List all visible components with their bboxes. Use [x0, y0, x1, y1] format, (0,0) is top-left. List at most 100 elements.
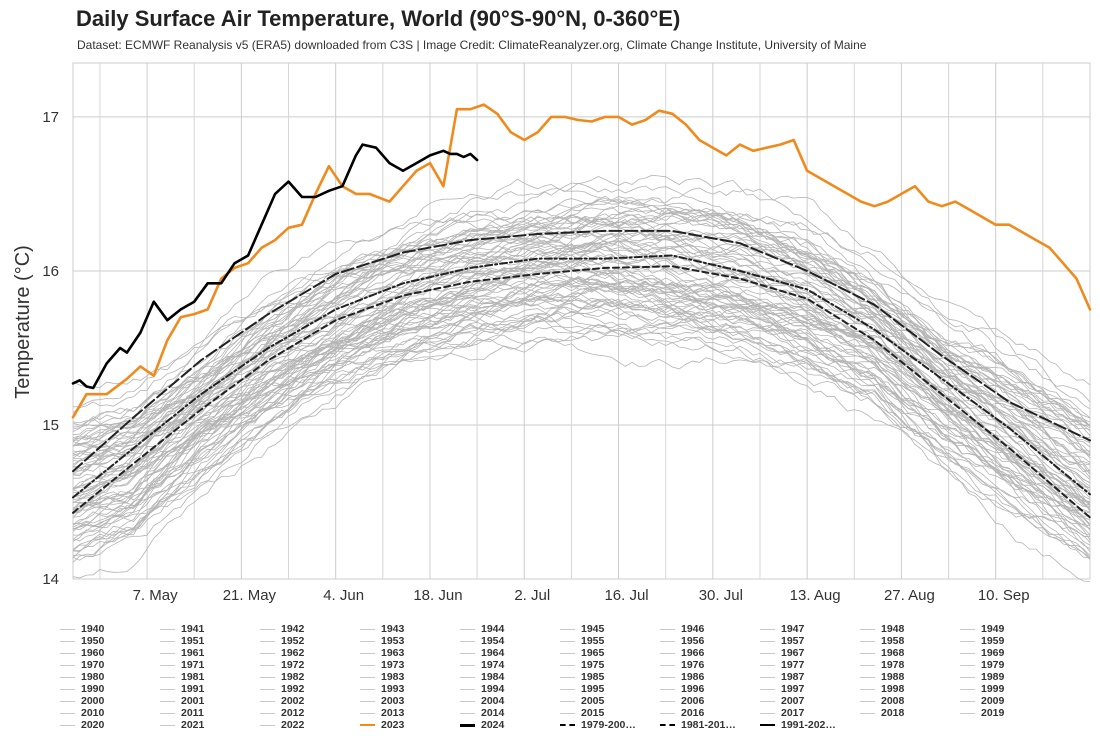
legend-item-1971[interactable]: 1971 — [160, 659, 204, 671]
legend-item-2013[interactable]: 2013 — [360, 707, 404, 719]
legend-item-2017[interactable]: 2017 — [760, 707, 804, 719]
legend-item-1959[interactable]: 1959 — [960, 635, 1004, 647]
legend-item-2012[interactable]: 2012 — [260, 707, 304, 719]
legend-item-1942[interactable]: 1942 — [260, 623, 304, 635]
legend-item-1997[interactable]: 1997 — [760, 683, 804, 695]
legend-item-1991[interactable]: 1991 — [160, 683, 204, 695]
legend-item-1990[interactable]: 1990 — [60, 683, 104, 695]
legend-item-2014[interactable]: 2014 — [460, 707, 504, 719]
legend-item-1993[interactable]: 1993 — [360, 683, 404, 695]
legend-item-2011[interactable]: 2011 — [160, 707, 204, 719]
legend-item-1954[interactable]: 1954 — [460, 635, 504, 647]
legend-item-1961[interactable]: 1961 — [160, 647, 204, 659]
legend-item-2009[interactable]: 2009 — [960, 695, 1004, 707]
legend-item-1946[interactable]: 1946 — [660, 623, 704, 635]
legend-item-1983[interactable]: 1983 — [360, 671, 404, 683]
legend-item-1978[interactable]: 1978 — [860, 659, 904, 671]
legend-item-2001[interactable]: 2001 — [160, 695, 204, 707]
legend-swatch — [560, 700, 575, 702]
legend-item-1970[interactable]: 1970 — [60, 659, 104, 671]
legend-item-1962[interactable]: 1962 — [260, 647, 304, 659]
legend-item-2003[interactable]: 2003 — [360, 695, 404, 707]
legend-item-1999[interactable]: 1999 — [960, 683, 1004, 695]
legend-item-1941[interactable]: 1941 — [160, 623, 204, 635]
legend-item-2016[interactable]: 2016 — [660, 707, 704, 719]
legend-item-1981[interactable]: 1981 — [160, 671, 204, 683]
legend-item-2002[interactable]: 2002 — [260, 695, 304, 707]
legend-swatch — [60, 688, 75, 690]
legend-item-1987[interactable]: 1987 — [760, 671, 804, 683]
legend-item-1951[interactable]: 1951 — [160, 635, 204, 647]
legend-item-1958[interactable]: 1958 — [860, 635, 904, 647]
chart-plot: 14 15 16 17 7. May 21. May 4. Jun 18. Jun 2. Ju… — [12, 62, 1092, 604]
legend-item-2006[interactable]: 2006 — [660, 695, 704, 707]
historical-line-2002 — [72, 210, 1091, 444]
legend-item-1973[interactable]: 1973 — [360, 659, 404, 671]
legend-label: 1959 — [981, 635, 1005, 647]
legend-item-1998[interactable]: 1998 — [860, 683, 904, 695]
legend-item-1964[interactable]: 1964 — [460, 647, 504, 659]
legend-item-2000[interactable]: 2000 — [60, 695, 104, 707]
legend-item-1981-201-[interactable]: 1981-201… — [660, 719, 736, 731]
legend-item-1955[interactable]: 1955 — [560, 635, 604, 647]
legend-item-1989[interactable]: 1989 — [960, 671, 1004, 683]
legend-swatch — [860, 664, 875, 666]
legend-item-1944[interactable]: 1944 — [460, 623, 504, 635]
legend-item-1960[interactable]: 1960 — [60, 647, 104, 659]
legend-item-2019[interactable]: 2019 — [960, 707, 1004, 719]
legend-label: 1986 — [681, 671, 705, 683]
legend-item-1985[interactable]: 1985 — [560, 671, 604, 683]
legend-item-1952[interactable]: 1952 — [260, 635, 304, 647]
legend-item-2004[interactable]: 2004 — [460, 695, 504, 707]
legend-item-1991-202-[interactable]: 1991-202… — [760, 719, 836, 731]
legend-item-1988[interactable]: 1988 — [860, 671, 904, 683]
legend-item-2008[interactable]: 2008 — [860, 695, 904, 707]
legend-item-2007[interactable]: 2007 — [760, 695, 804, 707]
legend-item-1995[interactable]: 1995 — [560, 683, 604, 695]
legend-item-1994[interactable]: 1994 — [460, 683, 504, 695]
legend-item-1979-200-[interactable]: 1979-200… — [560, 719, 636, 731]
legend-item-1956[interactable]: 1956 — [660, 635, 704, 647]
legend-item-2023[interactable]: 2023 — [360, 719, 404, 731]
legend-item-2018[interactable]: 2018 — [860, 707, 904, 719]
legend-item-1957[interactable]: 1957 — [760, 635, 804, 647]
legend-item-1949[interactable]: 1949 — [960, 623, 1004, 635]
legend-swatch — [960, 712, 975, 714]
legend-item-1976[interactable]: 1976 — [660, 659, 704, 671]
legend-item-1992[interactable]: 1992 — [260, 683, 304, 695]
legend-item-1963[interactable]: 1963 — [360, 647, 404, 659]
legend-item-1984[interactable]: 1984 — [460, 671, 504, 683]
legend-item-1969[interactable]: 1969 — [960, 647, 1004, 659]
legend-swatch — [160, 652, 175, 654]
legend-item-2015[interactable]: 2015 — [560, 707, 604, 719]
legend-item-2024[interactable]: 2024 — [460, 719, 504, 731]
legend-item-1945[interactable]: 1945 — [560, 623, 604, 635]
legend-item-1979[interactable]: 1979 — [960, 659, 1004, 671]
legend-item-2010[interactable]: 2010 — [60, 707, 104, 719]
legend-item-1966[interactable]: 1966 — [660, 647, 704, 659]
legend-item-1996[interactable]: 1996 — [660, 683, 704, 695]
legend-item-1975[interactable]: 1975 — [560, 659, 604, 671]
legend-item-1948[interactable]: 1948 — [860, 623, 904, 635]
legend-item-2005[interactable]: 2005 — [560, 695, 604, 707]
legend-item-1977[interactable]: 1977 — [760, 659, 804, 671]
legend-item-1982[interactable]: 1982 — [260, 671, 304, 683]
legend-item-1980[interactable]: 1980 — [60, 671, 104, 683]
legend-item-1972[interactable]: 1972 — [260, 659, 304, 671]
legend-item-1950[interactable]: 1950 — [60, 635, 104, 647]
legend-label: 2005 — [581, 695, 605, 707]
legend-item-1953[interactable]: 1953 — [360, 635, 404, 647]
legend-swatch — [160, 700, 175, 702]
legend-item-2021[interactable]: 2021 — [160, 719, 204, 731]
legend-item-1974[interactable]: 1974 — [460, 659, 504, 671]
legend-item-1943[interactable]: 1943 — [360, 623, 404, 635]
legend-item-1968[interactable]: 1968 — [860, 647, 904, 659]
legend-item-1940[interactable]: 1940 — [60, 623, 104, 635]
legend-item-1967[interactable]: 1967 — [760, 647, 804, 659]
legend-item-2022[interactable]: 2022 — [260, 719, 304, 731]
legend-item-2020[interactable]: 2020 — [60, 719, 104, 731]
legend-item-1986[interactable]: 1986 — [660, 671, 704, 683]
historical-line-1982 — [72, 266, 1091, 511]
legend-item-1947[interactable]: 1947 — [760, 623, 804, 635]
legend-item-1965[interactable]: 1965 — [560, 647, 604, 659]
